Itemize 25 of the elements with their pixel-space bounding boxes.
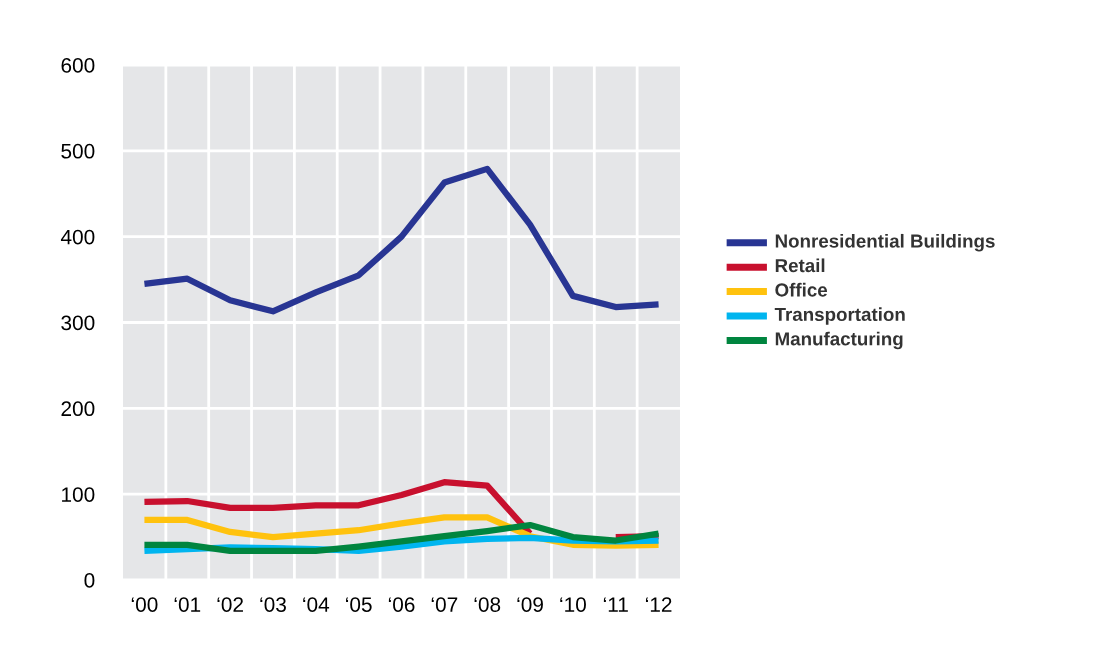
x-tick-label: ‘02 <box>217 597 243 612</box>
legend-label: Office <box>775 282 828 297</box>
y-tick-label: 0 <box>84 573 95 588</box>
y-tick-label: 300 <box>61 315 95 331</box>
x-tick-label: ‘05 <box>346 597 372 612</box>
x-tick-label: ‘11 <box>603 597 628 612</box>
y-tick-label: 600 <box>61 58 95 73</box>
y-tick-label: 400 <box>60 229 95 245</box>
x-tick-label: ‘06 <box>388 597 415 612</box>
legend-label: Transportation <box>774 307 905 325</box>
x-tick-label: ‘12 <box>645 597 672 612</box>
x-tick-label: ‘10 <box>560 597 586 612</box>
y-tick-label: 500 <box>61 143 95 159</box>
y-tick-label: 200 <box>61 401 95 417</box>
x-tick-label: ‘07 <box>431 597 458 612</box>
x-tick-label: ‘01 <box>174 597 201 612</box>
y-tick-label: 100 <box>62 487 95 502</box>
x-tick-label: ‘00 <box>131 597 158 612</box>
x-tick-label: ‘03 <box>260 597 286 612</box>
x-tick-label: ‘09 <box>517 597 543 612</box>
legend-label: Nonresidential Buildings <box>775 233 995 252</box>
legend-label: Manufacturing <box>775 331 903 350</box>
x-tick-label: ‘04 <box>303 597 330 612</box>
legend-label: Retail <box>775 258 825 273</box>
x-tick-label: ‘08 <box>474 597 501 612</box>
